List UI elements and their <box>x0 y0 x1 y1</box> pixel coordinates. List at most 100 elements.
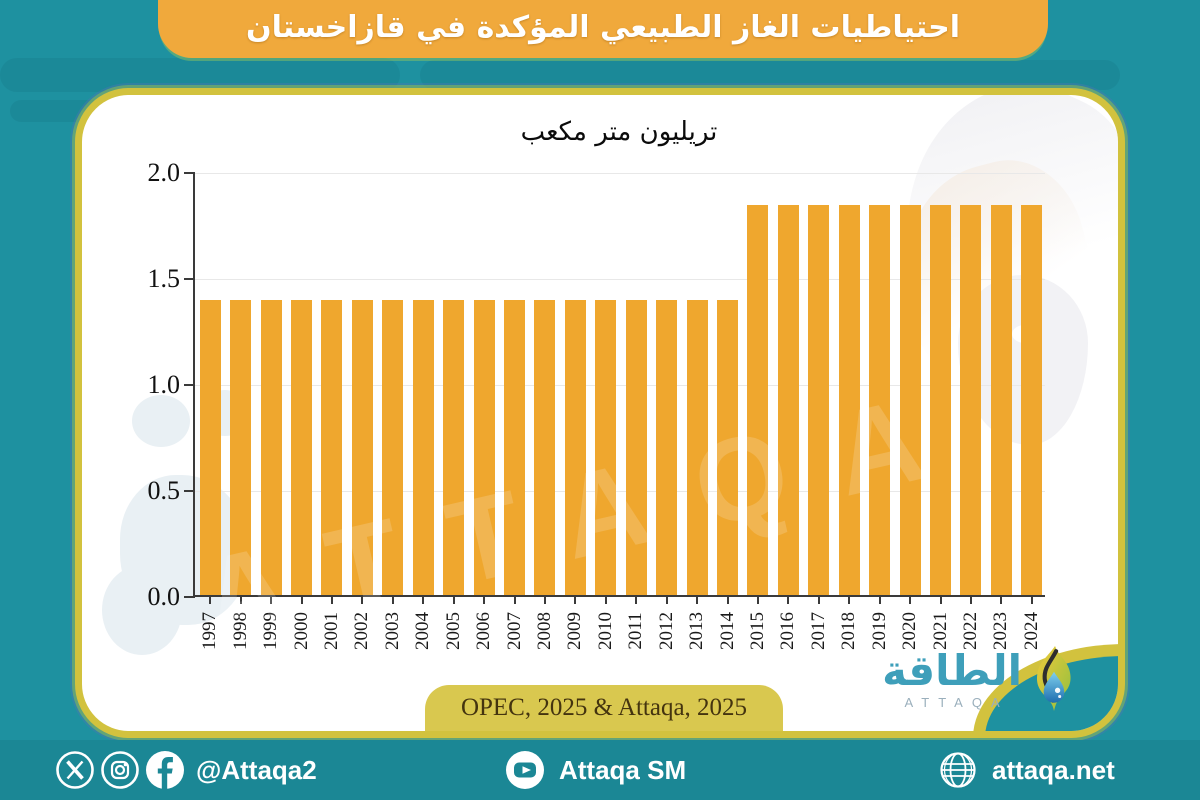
x-tick-label: 1999 <box>256 607 286 655</box>
year-label: 1997 <box>199 612 221 650</box>
x-tick-mark <box>270 597 273 604</box>
year-label: 2008 <box>533 612 555 650</box>
bar-1997 <box>199 300 221 595</box>
bar-1998 <box>230 300 252 595</box>
year-label: 1998 <box>229 612 251 650</box>
x-tick-label: 2007 <box>500 607 530 655</box>
year-label: 2010 <box>594 612 616 650</box>
x-tick-mark <box>1030 597 1033 604</box>
x-tick-label: 1997 <box>195 607 225 655</box>
plot-area: 0.0 0.5 1.0 1.5 2.0 1997 1998 1999 2000 2001 2002 2… <box>148 158 1045 650</box>
bar-2007 <box>504 300 525 595</box>
year-label: 2016 <box>777 612 799 650</box>
x-tick-mark <box>391 597 394 604</box>
bar-2011 <box>625 300 647 595</box>
x-tick-label: 2000 <box>287 607 317 655</box>
x-tick-mark <box>330 597 333 604</box>
bar-1999 <box>260 300 282 595</box>
x-tick-label: 2004 <box>408 607 438 655</box>
year-label: 2001 <box>320 612 342 650</box>
year-label: 2009 <box>564 612 586 650</box>
x-twitter-icon[interactable] <box>55 750 95 790</box>
y-tick-label: 2.0 <box>147 158 181 187</box>
globe-icon[interactable] <box>938 750 978 790</box>
year-label: 2003 <box>381 612 403 650</box>
bar-2002 <box>351 300 373 595</box>
x-tick-mark <box>909 597 912 604</box>
bar-2001 <box>321 300 343 595</box>
year-label: 2013 <box>686 612 708 650</box>
bar-2023 <box>990 204 1012 595</box>
background-scribble <box>0 58 400 92</box>
x-tick-label: 2016 <box>773 607 803 655</box>
x-tick-mark <box>1000 597 1003 604</box>
x-tick-label: 2013 <box>682 607 712 655</box>
x-tick-mark <box>878 597 881 604</box>
website-url[interactable]: attaqa.net <box>992 754 1115 785</box>
x-tick-label: 2017 <box>804 607 834 655</box>
bar-2000 <box>291 300 312 595</box>
year-label: 1999 <box>260 612 282 650</box>
footer-youtube-group: Attaqa SM <box>505 740 686 800</box>
youtube-icon[interactable] <box>505 750 545 790</box>
footer-social-group: @Attaqa2 <box>55 740 317 800</box>
y-tick-mark <box>184 384 195 386</box>
x-tick-label: 2018 <box>834 607 864 655</box>
logo-arabic-text: الطاقة <box>882 645 1022 695</box>
bar-2013 <box>686 300 708 595</box>
facebook-icon[interactable] <box>145 750 185 790</box>
bar-2003 <box>382 300 404 595</box>
y-tick-mark <box>184 490 195 492</box>
x-tick-mark <box>787 597 790 604</box>
year-label: 2000 <box>290 612 312 650</box>
y-tick-label: 0.0 <box>147 582 181 611</box>
year-label: 2006 <box>473 612 495 650</box>
x-tick-mark <box>756 597 759 604</box>
x-tick-mark <box>604 597 607 604</box>
x-tick-label: 2005 <box>439 607 469 655</box>
x-tick-label: 2014 <box>713 607 743 655</box>
y-tick-label: 1.0 <box>147 370 181 399</box>
x-tick-mark <box>848 597 851 604</box>
x-tick-mark <box>483 597 486 604</box>
x-tick-mark <box>726 597 729 604</box>
youtube-channel-label[interactable]: Attaqa SM <box>559 754 687 785</box>
bar-2004 <box>412 300 434 595</box>
x-tick-label: 2011 <box>621 607 651 655</box>
bar-2019 <box>869 204 891 595</box>
x-tick-mark <box>939 597 942 604</box>
footer-bar: @Attaqa2 Attaqa SM attaqa.net <box>0 740 1200 800</box>
header-title-bar: احتياطيات الغاز الطبيعي المؤكدة في قازاخ… <box>158 0 1048 58</box>
page-title: احتياطيات الغاز الطبيعي المؤكدة في قازاخ… <box>245 10 961 45</box>
year-label: 2007 <box>503 612 525 650</box>
watermark-blob <box>132 395 190 447</box>
attaqa-logo: الطاقة ATTAQA <box>882 645 1080 713</box>
bar-2005 <box>443 300 465 595</box>
x-tick-label: 2002 <box>347 607 377 655</box>
x-tick-mark <box>969 597 972 604</box>
y-tick-mark <box>184 596 195 598</box>
x-tick-mark <box>817 597 820 604</box>
x-tick-label: 2009 <box>560 607 590 655</box>
y-gridline <box>195 491 1045 492</box>
bar-2018 <box>838 204 860 595</box>
y-tick-label: 0.5 <box>147 476 181 505</box>
y-tick-label: 1.5 <box>147 264 181 293</box>
bar-2008 <box>534 300 556 595</box>
flame-drop-icon <box>1036 646 1071 711</box>
x-tick-label: 2001 <box>317 607 347 655</box>
x-tick-label: 2006 <box>469 607 499 655</box>
x-tick-mark <box>209 597 212 604</box>
y-tick-mark <box>184 278 195 280</box>
year-label: 2005 <box>442 612 464 650</box>
social-handle[interactable]: @Attaqa2 <box>196 754 317 785</box>
x-tick-mark <box>543 597 546 604</box>
bar-2009 <box>564 300 586 595</box>
x-tick-mark <box>696 597 699 604</box>
x-tick-label: 2008 <box>530 607 560 655</box>
x-tick-label: 2003 <box>378 607 408 655</box>
instagram-icon[interactable] <box>100 750 140 790</box>
year-label: 2011 <box>625 612 647 650</box>
bar-2015 <box>747 204 769 595</box>
chart-title: تريليون متر مكعب <box>520 117 718 147</box>
